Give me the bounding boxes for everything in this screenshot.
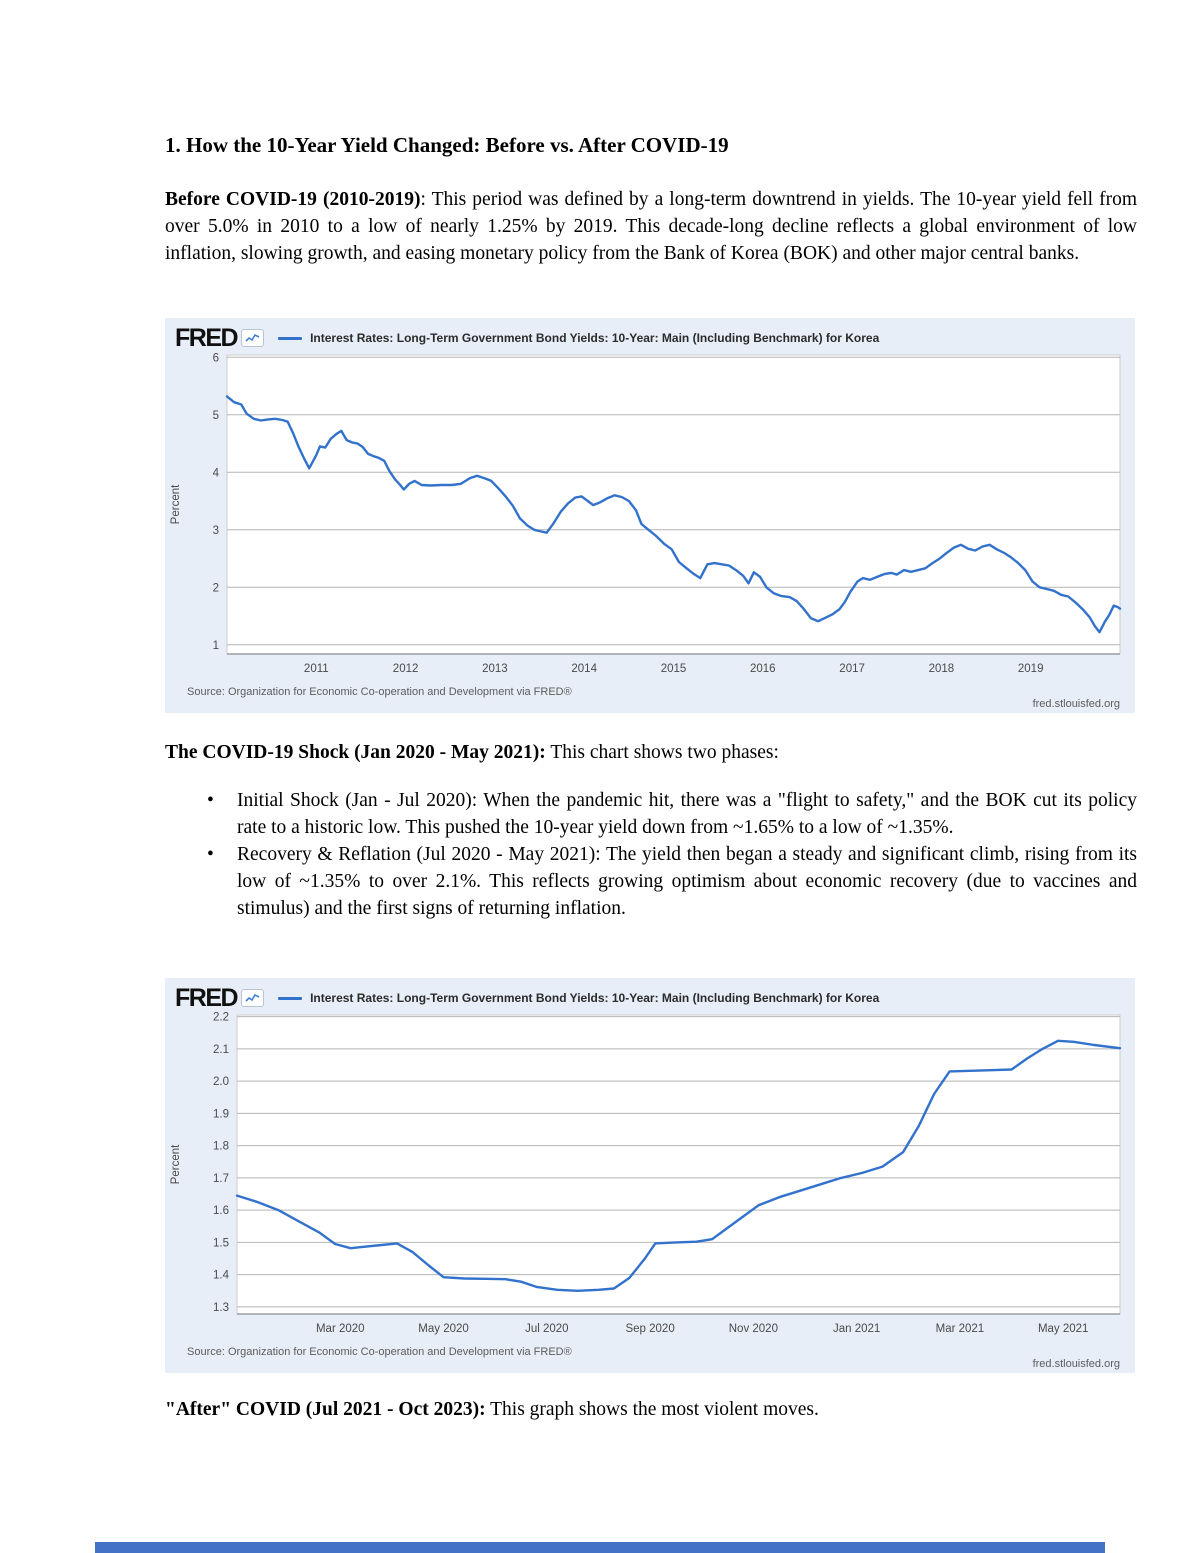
fred-chart-covid-shock: FRED Interest Rates: Long-Term Governmen… [165,978,1135,1373]
bullet-text-recovery-reflation: Recovery & Reflation (Jul 2020 - May 202… [237,844,1137,919]
shock-lead: The COVID-19 Shock (Jan 2020 - May 2021)… [165,742,546,763]
fred-logo-chart-icon [241,989,265,1007]
x-tick-label: May 2021 [1038,1323,1089,1335]
legend-line-swatch [278,996,303,1000]
x-tick-label: 2017 [839,663,865,675]
intro-lead: Before COVID-19 (2010-2019) [165,189,421,210]
shock-text: This chart shows two phases: [545,742,779,763]
y-tick-label: 2.1 [213,1044,229,1056]
y-axis-title: Percent [170,484,182,524]
x-tick-label: 2012 [393,663,419,675]
legend-label: Interest Rates: Long-Term Government Bon… [310,991,880,1005]
after-text: This graph shows the most violent moves. [485,1399,819,1420]
y-axis-title: Percent [170,1144,182,1184]
chart-legend: Interest Rates: Long-Term Government Bon… [278,991,879,1005]
chart-source: Source: Organization for Economic Co-ope… [187,1346,572,1358]
y-tick-label: 5 [213,410,219,422]
y-tick-label: 1.4 [213,1270,230,1282]
x-tick-label: Mar 2020 [316,1323,365,1335]
y-tick-label: 1.9 [213,1108,229,1120]
x-tick-label: 2016 [750,663,776,675]
x-tick-label: Jul 2020 [525,1323,568,1335]
bullet-text-initial-shock: Initial Shock (Jan - Jul 2020): When the… [237,790,1137,838]
next-chart-top-strip [95,1542,1105,1553]
after-paragraph: "After" COVID (Jul 2021 - Oct 2023): Thi… [165,1396,1137,1423]
chart-source: Source: Organization for Economic Co-ope… [187,686,572,698]
after-lead: "After" COVID (Jul 2021 - Oct 2023): [165,1399,486,1420]
y-tick-label: 3 [213,525,219,537]
x-tick-label: Nov 2020 [729,1323,778,1335]
data-series-line [235,1039,1122,1292]
y-tick-label: 2 [213,582,219,594]
intro-text: : This period was defined by a long-term… [165,189,1138,264]
chart-plot-area: 1.3 1.4 1.5 1.6 1.7 1.8 1.9 2.0 2.1 2.2 Mar 2020 Ma… [170,1012,1122,1335]
x-tick-label: 2015 [661,663,687,675]
page-title: 1. How the 10-Year Yield Changed: Before… [165,133,729,157]
chart-plot-area: 1 2 3 4 5 6 2011 2012 2013 2014 2015 2016 2017 2018 20… [170,352,1122,675]
phase-bullet-list: • Initial Shock (Jan - Jul 2020): When t… [165,787,1137,922]
fred-logo: FRED [175,323,239,352]
chart-legend: Interest Rates: Long-Term Government Bon… [278,331,879,345]
plot-background [236,1014,1121,1315]
x-tick-label: 2011 [304,663,329,675]
shock-paragraph: The COVID-19 Shock (Jan 2020 - May 2021)… [165,739,1137,766]
y-tick-label: 1.8 [213,1141,229,1153]
fred-chart-header: FRED Interest Rates: Long-Term Governmen… [175,323,1125,353]
fred-site-link[interactable]: fred.stlouisfed.org [1032,1358,1120,1370]
x-tick-label: Mar 2021 [936,1323,985,1335]
x-tick-label: 2014 [571,663,597,675]
x-tick-label: 2013 [482,663,508,675]
plot-background [226,354,1121,655]
x-tick-label: 2018 [929,663,955,675]
x-tick-label: Sep 2020 [625,1323,674,1335]
x-tick-label: 2019 [1018,663,1044,675]
y-tick-label: 1.5 [213,1237,229,1249]
y-tick-label: 1.3 [213,1302,229,1314]
bullet-icon: • [207,844,214,865]
y-tick-label: 6 [213,352,219,364]
y-tick-label: 1.7 [213,1173,229,1185]
chart-footer: Source: Organization for Economic Co-ope… [187,1344,1120,1370]
list-item: • Recovery & Reflation (Jul 2020 - May 2… [165,841,1137,922]
fred-logo-chart-icon [241,329,265,347]
list-item: • Initial Shock (Jan - Jul 2020): When t… [165,787,1137,841]
fred-logo: FRED [175,983,239,1012]
y-tick-label: 1.6 [213,1205,229,1217]
data-series-line [225,395,1122,634]
legend-label: Interest Rates: Long-Term Government Bon… [310,331,880,345]
bullet-icon: • [207,790,214,811]
x-tick-label: Jan 2021 [833,1323,880,1335]
x-tick-label: May 2020 [418,1323,469,1335]
intro-paragraph: Before COVID-19 (2010-2019): This period… [165,186,1137,267]
y-tick-label: 4 [213,467,220,479]
y-tick-label: 2.2 [213,1012,229,1024]
fred-chart-header: FRED Interest Rates: Long-Term Governmen… [175,983,1125,1013]
y-tick-label: 2.0 [213,1076,229,1088]
chart-footer: Source: Organization for Economic Co-ope… [187,684,1120,710]
fred-chart-before-covid: FRED Interest Rates: Long-Term Governmen… [165,318,1135,713]
fred-site-link[interactable]: fred.stlouisfed.org [1032,698,1120,710]
legend-line-swatch [278,336,303,340]
y-tick-label: 1 [213,640,219,652]
